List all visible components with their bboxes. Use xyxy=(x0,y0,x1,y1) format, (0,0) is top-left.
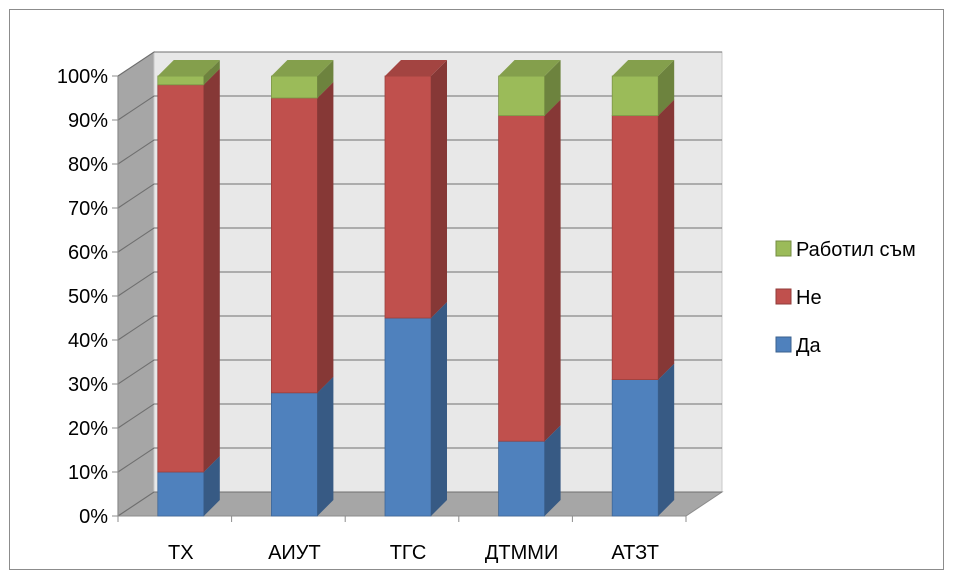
bar-segment-top xyxy=(385,60,447,76)
gridline xyxy=(117,51,722,77)
bar-segment-side xyxy=(317,60,334,98)
y-tick-label: 0% xyxy=(79,506,108,528)
bar-segment xyxy=(384,317,432,517)
bar-segment-side xyxy=(317,82,334,393)
bar-segment-top xyxy=(157,60,220,76)
category-label: ДТММИ xyxy=(485,542,558,564)
bars xyxy=(157,60,675,517)
bar-segment xyxy=(611,115,659,380)
bar-segment xyxy=(270,97,318,394)
y-tick-label: 70% xyxy=(68,198,108,220)
y-tick-label: 10% xyxy=(68,462,108,484)
bar-segment-top xyxy=(612,60,675,76)
bar-segment xyxy=(498,115,546,442)
y-tick-label: 20% xyxy=(68,418,108,440)
legend-label: Работил съм xyxy=(796,239,916,261)
bar-segment-side xyxy=(203,60,220,85)
bar-segment xyxy=(157,84,205,473)
y-tick-label: 30% xyxy=(68,374,108,396)
bar-segment xyxy=(611,75,659,116)
bar-segment-side xyxy=(203,68,220,473)
y-tick-label: 90% xyxy=(68,110,108,132)
bar-segment-top xyxy=(271,60,334,76)
legend-swatch xyxy=(775,336,792,353)
category-label: АИУТ xyxy=(268,542,321,564)
legend-swatch xyxy=(775,240,792,257)
bar-segment xyxy=(157,75,205,86)
bar-segment xyxy=(384,75,432,319)
bar-segment-side xyxy=(544,99,561,442)
bar-segment-top xyxy=(498,60,561,76)
bar-segment-side xyxy=(431,60,447,318)
bar-segment-side xyxy=(658,363,675,516)
bar-segment xyxy=(270,392,318,517)
legend-label: Не xyxy=(796,287,822,309)
category-label: ТХ xyxy=(168,542,194,564)
bar-segment-side xyxy=(658,99,675,380)
legend: Работил съм Не Да xyxy=(775,239,916,357)
y-tick-label: 40% xyxy=(68,330,108,352)
y-tick-label: 100% xyxy=(57,66,108,88)
y-tick-label: 60% xyxy=(68,242,108,264)
bar-segment xyxy=(157,471,205,517)
legend-swatch xyxy=(775,288,792,305)
bar-segment xyxy=(498,440,546,517)
bar-segment-side xyxy=(203,456,220,516)
bar-segment xyxy=(498,75,546,116)
value-axis: 0% 10% 20% 30% 40% 50% 60% 70% 80% 90% 100% xyxy=(57,66,687,528)
bar-segment-side xyxy=(544,425,561,516)
y-tick-label: 50% xyxy=(68,286,108,308)
category-axis-labels: ТХ АИУТ ТГС ДТММИ АТЗТ xyxy=(168,542,659,564)
bar-segment-side xyxy=(431,302,447,516)
bar-segment-side xyxy=(658,60,675,116)
bar-segment xyxy=(611,379,659,517)
bar-segment xyxy=(270,75,318,99)
category-label: ТГС xyxy=(390,542,427,564)
category-label: АТЗТ xyxy=(611,542,659,564)
bar-segment-side xyxy=(317,376,334,516)
y-tick-label: 80% xyxy=(68,154,108,176)
bar-segment-side xyxy=(544,60,561,116)
legend-label: Да xyxy=(796,335,822,357)
